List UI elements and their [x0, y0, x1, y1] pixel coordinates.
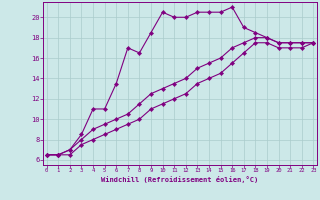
X-axis label: Windchill (Refroidissement éolien,°C): Windchill (Refroidissement éolien,°C) [101, 176, 259, 183]
